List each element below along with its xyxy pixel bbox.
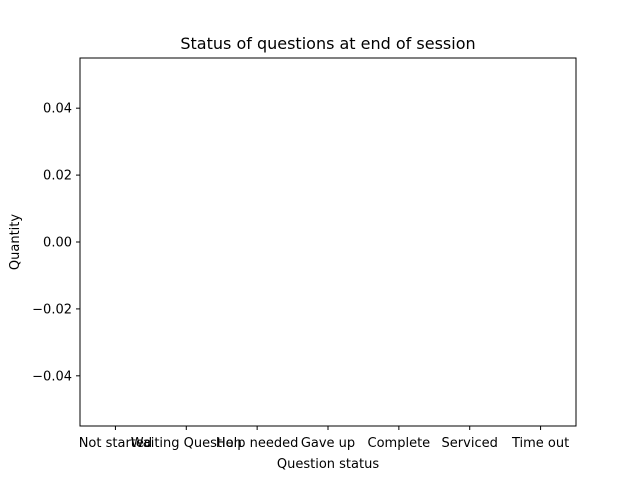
x-axis-label: Question status <box>277 457 379 472</box>
x-tick-label: Gave up <box>301 436 355 451</box>
x-tick-label: Help needed <box>216 436 299 451</box>
y-axis-label: Quantity <box>8 214 23 270</box>
y-axis: −0.04 −0.02 0.00 0.02 0.04 <box>32 102 80 384</box>
y-tick-label: −0.02 <box>32 302 72 317</box>
y-tick-label: 0.00 <box>43 236 72 251</box>
x-tick-label: Waiting Question <box>131 436 242 451</box>
chart-title: Status of questions at end of session <box>180 34 475 53</box>
x-tick-label: Time out <box>511 436 569 451</box>
y-tick-label: 0.02 <box>43 169 72 184</box>
x-tick-label: Serviced <box>442 436 498 451</box>
y-tick-label: −0.04 <box>32 369 72 384</box>
y-tick-label: 0.04 <box>43 102 72 117</box>
x-tick-label: Not started <box>79 436 152 451</box>
x-tick-label: Complete <box>368 436 431 451</box>
